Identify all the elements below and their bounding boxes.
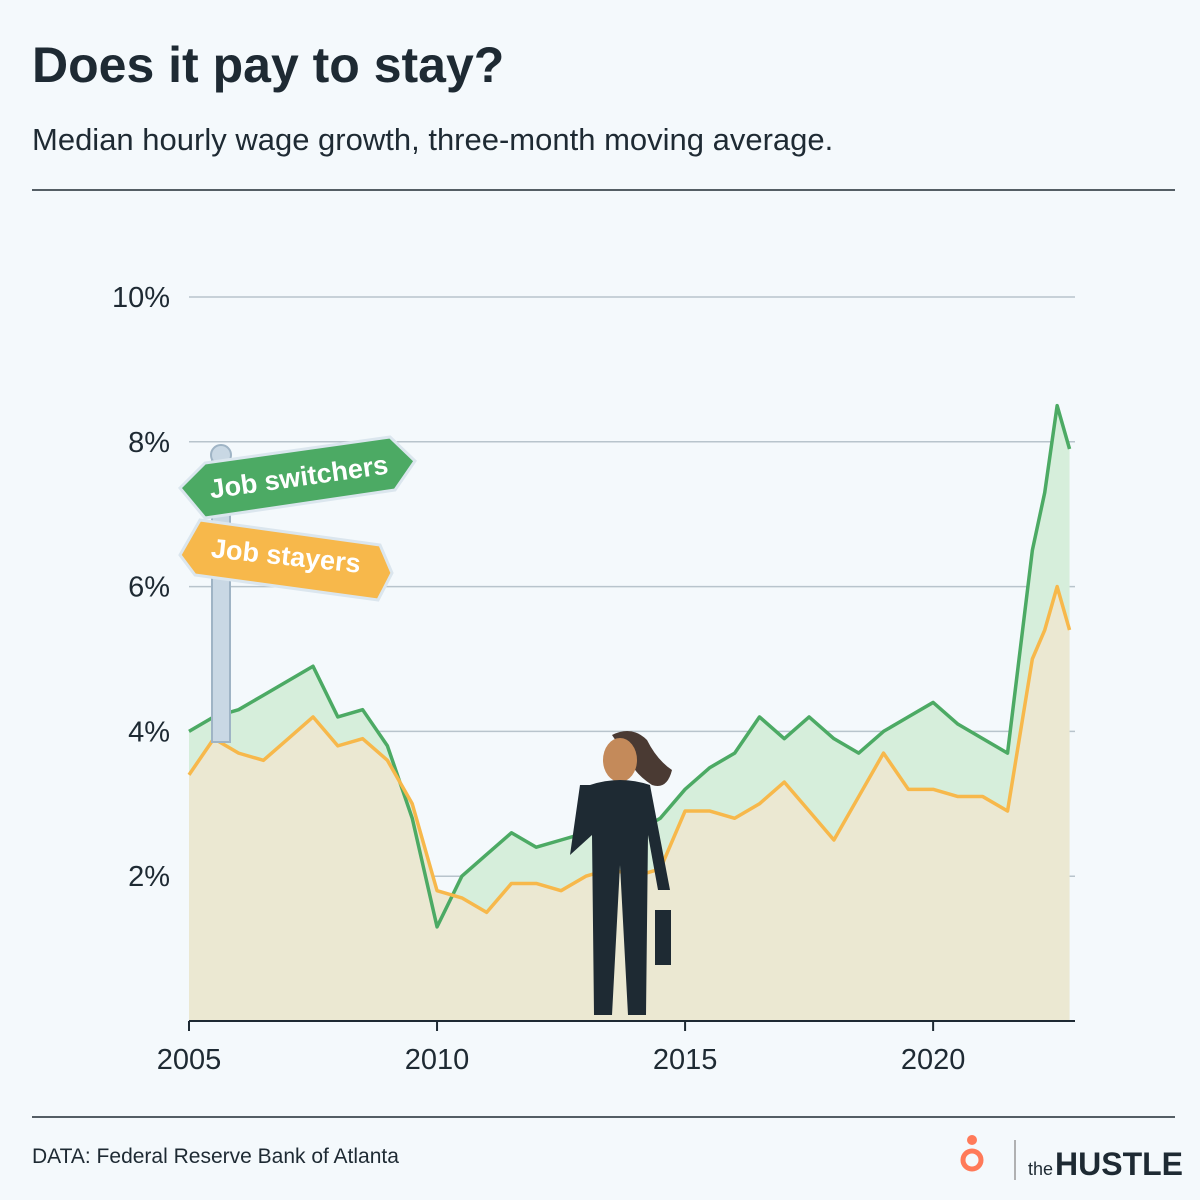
y-tick-label: 6% [128,572,170,604]
x-tick-label: 2005 [157,1044,222,1076]
y-tick-label: 8% [128,427,170,459]
bag [655,910,671,965]
y-tick-label: 4% [128,716,170,748]
y-tick-label: 2% [128,861,170,893]
illustration [570,731,672,1015]
line [187,584,1072,915]
area [189,586,1070,1021]
chart-subtitle: Median hourly wage growth, three-month m… [32,122,833,157]
source: DATA: Federal Reserve Bank of Atlanta [32,1145,399,1168]
brand-small: the [1028,1159,1053,1179]
chart-title: Does it pay to stay? [32,37,504,93]
sign [177,435,417,520]
head [603,738,637,782]
plot-area: 2% 4% 6% 8% 10% 2005 2010 2015 2020 Job switchers… [112,282,1075,1076]
y-tick-label: 10% [112,282,170,314]
body [570,780,670,1015]
brand-big: HUSTLE [1055,1146,1183,1182]
x-tick-label: 2020 [901,1044,966,1076]
x-tick-label: 2015 [653,1044,718,1076]
x-tick-label: 2010 [405,1044,470,1076]
logo: the HUSTLE [960,1135,1183,1182]
sign [178,518,394,602]
